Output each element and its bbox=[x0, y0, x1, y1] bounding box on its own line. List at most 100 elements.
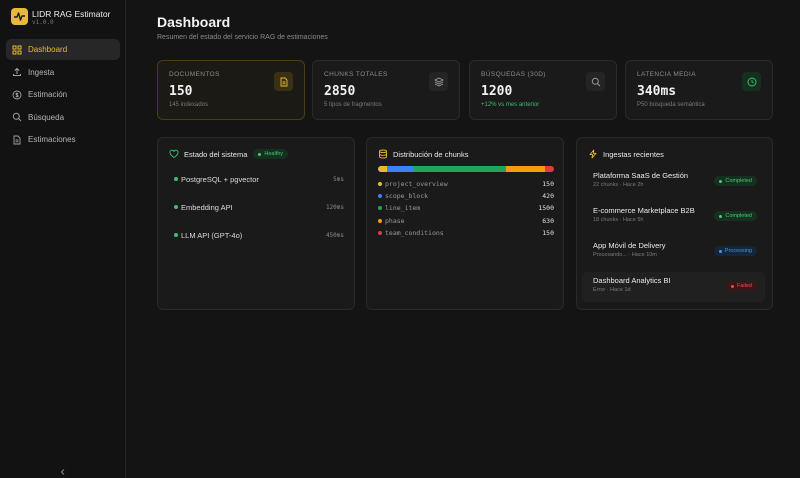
panel-title: Ingestas recientes bbox=[603, 149, 664, 159]
layers-icon bbox=[429, 72, 448, 91]
stat-card-chunks: CHUNKS TOTALES 2850 5 tipos de fragmento… bbox=[312, 60, 460, 120]
upload-icon bbox=[12, 67, 22, 77]
chunk-row: line_item 1500 bbox=[378, 203, 554, 213]
service-name: Embedding API bbox=[181, 202, 233, 212]
dollar-circle-icon bbox=[12, 90, 22, 100]
ingestion-item[interactable]: Plataforma SaaS de Gestión 22 chunks · H… bbox=[582, 167, 765, 197]
sidebar: LIDR RAG Estimator v1.0.0 Dashboard Inge… bbox=[0, 0, 126, 478]
service-name: LLM API (GPT-4o) bbox=[181, 230, 243, 240]
chunk-count: 420 bbox=[542, 192, 554, 201]
chunk-segment-line-item bbox=[413, 166, 506, 172]
sidebar-item-busqueda[interactable]: Búsqueda bbox=[6, 107, 120, 128]
ingestion-title: App Móvil de Delivery bbox=[593, 241, 666, 250]
stat-card-busquedas: BÚSQUEDAS (30D) 1200 +12% vs mes anterio… bbox=[469, 60, 617, 120]
ingestion-item[interactable]: App Móvil de Delivery Procesando... · Ha… bbox=[582, 237, 765, 267]
chunk-count: 150 bbox=[542, 180, 554, 188]
chunk-segment-scope-block bbox=[387, 166, 414, 172]
service-name: PostgreSQL + pgvector bbox=[181, 174, 259, 184]
chevron-left-icon bbox=[60, 469, 65, 475]
search-icon bbox=[12, 112, 22, 122]
service-latency: 450ms bbox=[325, 231, 344, 239]
stat-value: 2850 bbox=[324, 84, 356, 99]
status-badge: Completed bbox=[714, 211, 757, 221]
database-icon bbox=[378, 149, 388, 159]
brand[interactable]: LIDR RAG Estimator v1.0.0 bbox=[11, 8, 121, 28]
service-latency: 5ms bbox=[333, 175, 344, 183]
legend-dot bbox=[378, 218, 382, 223]
legend-dot bbox=[378, 194, 382, 199]
status-badge: Healthy bbox=[253, 149, 289, 159]
sidebar-item-estimacion[interactable]: Estimación bbox=[6, 84, 120, 105]
sidebar-item-label: Búsqueda bbox=[28, 112, 65, 122]
stat-value: 1200 bbox=[481, 84, 513, 99]
sidebar-item-label: Dashboard bbox=[28, 45, 68, 54]
app-version: v1.0.0 bbox=[32, 19, 54, 26]
chunk-row: team_conditions 150 bbox=[378, 228, 554, 238]
document-icon bbox=[12, 135, 22, 145]
chunk-count: 150 bbox=[542, 228, 554, 237]
status-badge: Completed bbox=[714, 176, 757, 186]
status-dot bbox=[174, 205, 178, 209]
ingestion-meta: Error · Hace 1d bbox=[593, 287, 631, 293]
clock-icon bbox=[742, 72, 761, 91]
file-icon bbox=[274, 72, 293, 91]
stat-note: P50 búsqueda semántica bbox=[637, 102, 705, 108]
stat-label: DOCUMENTOS bbox=[169, 71, 220, 78]
sidebar-nav: Dashboard Ingesta Estimación Búsqueda Es… bbox=[6, 39, 120, 152]
legend-dot bbox=[378, 206, 382, 211]
grid-icon bbox=[12, 45, 22, 55]
app-name: LIDR RAG Estimator bbox=[32, 9, 111, 19]
page-title: Dashboard bbox=[157, 14, 231, 30]
sidebar-item-ingesta[interactable]: Ingesta bbox=[6, 62, 120, 83]
ingestion-title: E-commerce Marketplace B2B bbox=[593, 206, 695, 215]
sidebar-item-dashboard[interactable]: Dashboard bbox=[6, 39, 120, 60]
sidebar-item-estimaciones[interactable]: Estimaciones bbox=[6, 129, 120, 150]
service-row: LLM API (GPT-4o) 450ms bbox=[174, 229, 344, 241]
stat-value: 340ms bbox=[637, 84, 677, 99]
ingestion-meta: Procesando... · Hace 10m bbox=[593, 252, 657, 258]
service-row: Embedding API 120ms bbox=[174, 201, 344, 213]
service-row: PostgreSQL + pgvector 5ms bbox=[174, 173, 344, 185]
system-status-panel: Estado del sistema Healthy PostgreSQL + … bbox=[157, 137, 355, 310]
status-dot bbox=[174, 177, 178, 181]
stat-card-latencia: LATENCIA MEDIA 340ms P50 búsqueda semánt… bbox=[625, 60, 773, 120]
chunk-distribution-panel: Distribución de chunks project_overview 1… bbox=[366, 137, 564, 310]
panel-title: Estado del sistema bbox=[184, 149, 248, 159]
status-dot bbox=[174, 233, 178, 237]
search-icon bbox=[586, 72, 605, 91]
stat-label: BÚSQUEDAS (30D) bbox=[481, 71, 546, 78]
sidebar-item-label: Estimaciones bbox=[28, 135, 76, 144]
service-latency: 120ms bbox=[325, 203, 344, 211]
chunk-row: project_overview 150 bbox=[378, 179, 554, 189]
panel-header: Ingestas recientes bbox=[588, 148, 664, 160]
stat-label: CHUNKS TOTALES bbox=[324, 71, 388, 78]
collapse-sidebar-button[interactable] bbox=[58, 467, 68, 477]
ingestion-meta: 22 chunks · Hace 2h bbox=[593, 182, 644, 188]
panel-title: Distribución de chunks bbox=[393, 149, 469, 159]
chunk-distribution-bar bbox=[378, 166, 554, 172]
ingestion-item[interactable]: Dashboard Analytics BI Error · Hace 1d F… bbox=[582, 272, 765, 302]
heart-icon bbox=[169, 149, 179, 159]
chunk-segment-team-conditions bbox=[544, 166, 554, 172]
chunk-segment-project-overview bbox=[378, 166, 388, 172]
stat-note: 145 indexados bbox=[169, 102, 209, 108]
activity-logo-icon bbox=[11, 8, 28, 25]
page-subtitle: Resumen del estado del servicio RAG de e… bbox=[157, 34, 328, 41]
chunk-row: phase 630 bbox=[378, 216, 554, 226]
stat-note: +12% vs mes anterior bbox=[481, 102, 540, 108]
ingestion-item[interactable]: E-commerce Marketplace B2B 18 chunks · H… bbox=[582, 202, 765, 232]
stat-card-documentos: DOCUMENTOS 150 145 indexados bbox=[157, 60, 305, 120]
panel-header: Distribución de chunks bbox=[378, 148, 468, 160]
status-badge: Failed bbox=[726, 281, 757, 291]
legend-dot bbox=[378, 182, 382, 186]
panel-header: Estado del sistema Healthy bbox=[169, 148, 289, 160]
stat-label: LATENCIA MEDIA bbox=[637, 71, 696, 78]
chunk-type: phase bbox=[385, 216, 405, 225]
chunk-type: project_overview bbox=[385, 180, 448, 188]
ingestion-title: Plataforma SaaS de Gestión bbox=[593, 171, 689, 180]
ingestion-title: Dashboard Analytics BI bbox=[593, 276, 671, 285]
sidebar-item-label: Estimación bbox=[28, 90, 68, 99]
sidebar-item-label: Ingesta bbox=[28, 67, 55, 77]
chunk-count: 1500 bbox=[538, 204, 554, 213]
chunk-type: line_item bbox=[385, 204, 421, 213]
